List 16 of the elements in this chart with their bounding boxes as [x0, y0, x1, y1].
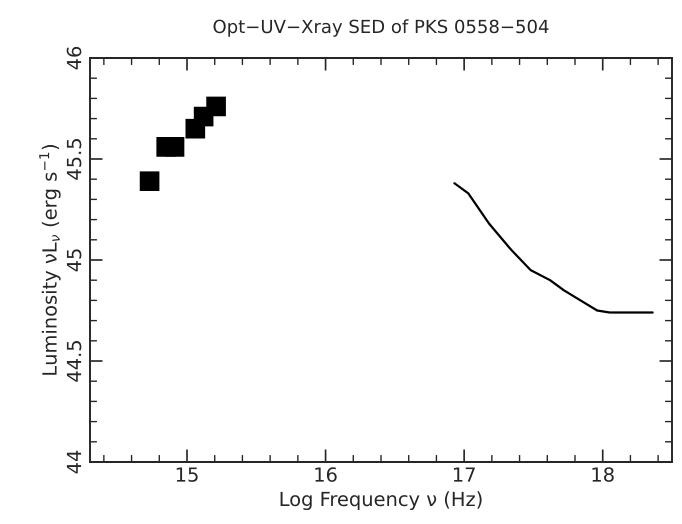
x-tick-label: 18	[592, 467, 614, 482]
line-series	[453, 182, 654, 314]
point	[140, 171, 160, 192]
x-tick-label: 15	[176, 467, 198, 482]
point	[206, 96, 226, 116]
y-tick-label: 46	[66, 46, 82, 70]
chart-title: Opt−UV−Xray SED of PKS 0558−504	[214, 19, 548, 37]
x-tick-label: 17	[454, 467, 475, 482]
y-axis-title: Luminosity νL$_{ν}$ (erg s$^{−1}$)	[39, 145, 61, 375]
point	[164, 137, 184, 157]
y-tick-label: 44	[66, 450, 82, 474]
y-tick-label: 45	[66, 249, 82, 272]
x-axis-title: Log Frequency ν (Hz)	[280, 491, 482, 510]
y-tick-label: 44.5	[66, 341, 82, 382]
x-tick-label: 16	[315, 467, 337, 482]
y-tick-label: 45.5	[66, 139, 82, 180]
